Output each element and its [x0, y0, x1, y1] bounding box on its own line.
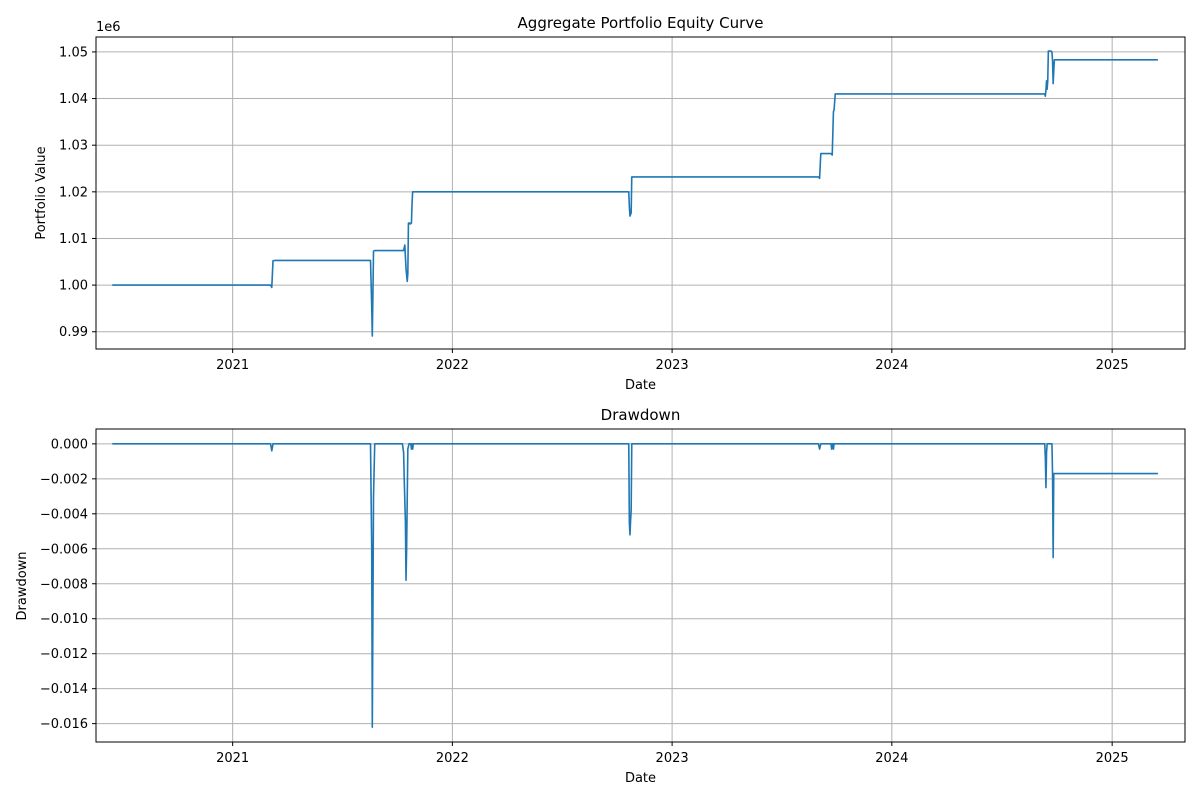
equity-x-axis-label: Date [625, 378, 656, 393]
drawdown-y-tick-label: −0.004 [40, 507, 88, 522]
drawdown-x-tick-label: 2022 [436, 751, 469, 766]
drawdown-x-tick-label: 2025 [1096, 751, 1129, 766]
drawdown-ticks: 2021 2022 2023 2024 2025 0.000 −0.002 −0.004 −0.… [40, 437, 1129, 766]
equity-x-tick-label: 2024 [875, 358, 908, 373]
equity-y-tick-label: 1.04 [59, 92, 88, 107]
drawdown-y-tick-label: 0.000 [51, 437, 88, 452]
equity-y-tick-label: 1.03 [59, 139, 88, 154]
drawdown-gridlines [96, 429, 1185, 742]
drawdown-series-line [112, 443, 1158, 728]
drawdown-y-tick-label: −0.012 [40, 647, 88, 662]
equity-y-tick-label: 1.01 [59, 232, 88, 247]
drawdown-y-tick-label: −0.010 [40, 612, 88, 627]
drawdown-y-tick-label: −0.006 [40, 542, 88, 557]
equity-y-tick-label: 1.05 [59, 45, 88, 60]
drawdown-x-tick-label: 2021 [216, 751, 249, 766]
drawdown-panel: Drawdown Date Drawdown 2021 2022 2023 2024 2… [15, 406, 1186, 786]
equity-y-axis-label: Portfolio Value [34, 146, 49, 239]
drawdown-y-axis-label: Drawdown [15, 551, 30, 620]
equity-y-tick-label: 1.00 [59, 279, 88, 294]
equity-x-tick-label: 2021 [216, 358, 249, 373]
drawdown-y-tick-label: −0.008 [40, 577, 88, 592]
equity-ticks: 2021 2022 2023 2024 2025 0.99 1.00 1.01 1.02 1.03… [59, 45, 1129, 373]
equity-x-tick-label: 2025 [1096, 358, 1129, 373]
drawdown-chart-title: Drawdown [601, 406, 681, 424]
drawdown-axes-frame [95, 428, 1186, 743]
equity-axes-frame [95, 36, 1186, 350]
drawdown-y-tick-label: −0.014 [40, 682, 88, 697]
equity-chart-title: Aggregate Portfolio Equity Curve [518, 14, 764, 32]
equity-series-line [112, 50, 1158, 337]
equity-y-tick-label: 1.02 [59, 185, 88, 200]
drawdown-y-tick-label: −0.002 [40, 472, 88, 487]
equity-x-tick-label: 2023 [656, 358, 689, 373]
drawdown-y-tick-label: −0.016 [40, 717, 88, 732]
drawdown-x-tick-label: 2023 [656, 751, 689, 766]
equity-y-offset-label: 1e6 [96, 20, 121, 35]
equity-y-tick-label: 0.99 [59, 325, 88, 340]
equity-x-tick-label: 2022 [436, 358, 469, 373]
equity-gridlines [96, 37, 1185, 349]
equity-curve-panel: Aggregate Portfolio Equity Curve 1e6 Dat… [34, 14, 1186, 393]
drawdown-x-tick-label: 2024 [875, 751, 908, 766]
drawdown-x-axis-label: Date [625, 771, 656, 786]
